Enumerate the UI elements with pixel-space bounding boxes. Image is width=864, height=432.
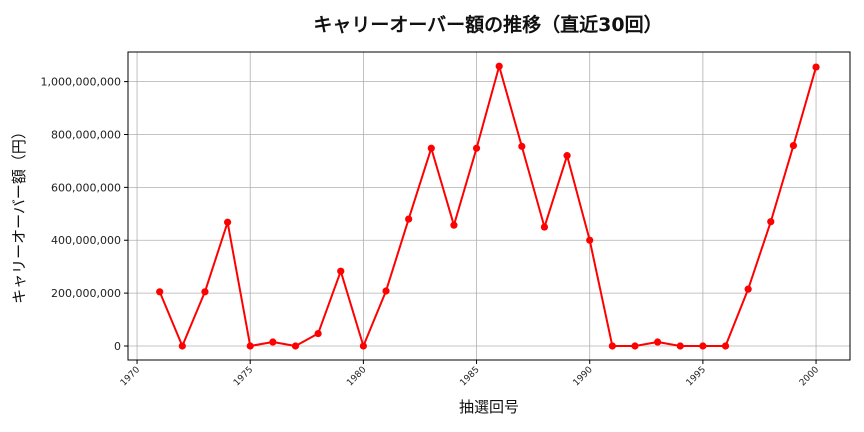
data-point (359, 342, 367, 350)
y-tick-label: 400,000,000 (51, 234, 121, 247)
x-tick-label: 1985 (458, 365, 481, 388)
series-line (158, 65, 818, 347)
data-point (291, 342, 300, 350)
y-tick-label: 800,000,000 (51, 128, 121, 141)
data-point (676, 342, 684, 350)
y-axis-label: キャリーオーバー額（円） (10, 124, 28, 304)
data-point (631, 342, 639, 350)
data-point (586, 236, 594, 244)
data-point (223, 218, 232, 226)
data-point (405, 215, 413, 223)
data-point (654, 338, 662, 346)
x-axis-label: 抽選回号 (459, 398, 519, 416)
data-point (472, 144, 481, 152)
grid (128, 52, 850, 360)
data-point (608, 342, 616, 350)
y-tick-label: 1,000,000,000 (41, 76, 121, 89)
data-point (450, 221, 458, 229)
data-point (382, 287, 390, 295)
data-point (495, 62, 503, 70)
y-tick-label: 200,000,000 (51, 287, 121, 300)
x-tick-label: 1995 (685, 365, 708, 388)
y-tick-label: 0 (114, 340, 121, 353)
data-point (314, 329, 322, 338)
x-tick-label: 1970 (119, 365, 142, 388)
data-point (721, 342, 730, 350)
data-point (744, 285, 752, 293)
chart-title: キャリーオーバー額の推移（直近30回） (313, 13, 662, 36)
data-point (540, 223, 549, 231)
data-point (812, 63, 820, 71)
x-tick-label: 1990 (572, 365, 595, 388)
plot-area (127, 51, 851, 361)
data-point (178, 342, 186, 350)
data-point (789, 141, 798, 150)
data-point (427, 144, 435, 152)
data-point (699, 342, 707, 350)
data-point (563, 152, 571, 160)
y-tick-label: 600,000,000 (51, 181, 121, 194)
x-tick-label: 2000 (798, 365, 821, 388)
data-point (201, 288, 209, 296)
data-point (246, 342, 254, 350)
y-axis: 0 200,000,000 400,000,000 600,000,000 800,00… (41, 76, 128, 353)
data-point (767, 218, 775, 226)
data-point (518, 142, 526, 150)
data-point (337, 267, 345, 275)
x-tick-label: 1980 (345, 365, 368, 388)
data-point (156, 288, 164, 296)
x-tick-label: 1975 (232, 365, 255, 388)
data-point (269, 338, 277, 346)
series (156, 62, 820, 350)
x-axis: 1970 1975 1980 1985 1990 1995 2000 (119, 360, 821, 388)
